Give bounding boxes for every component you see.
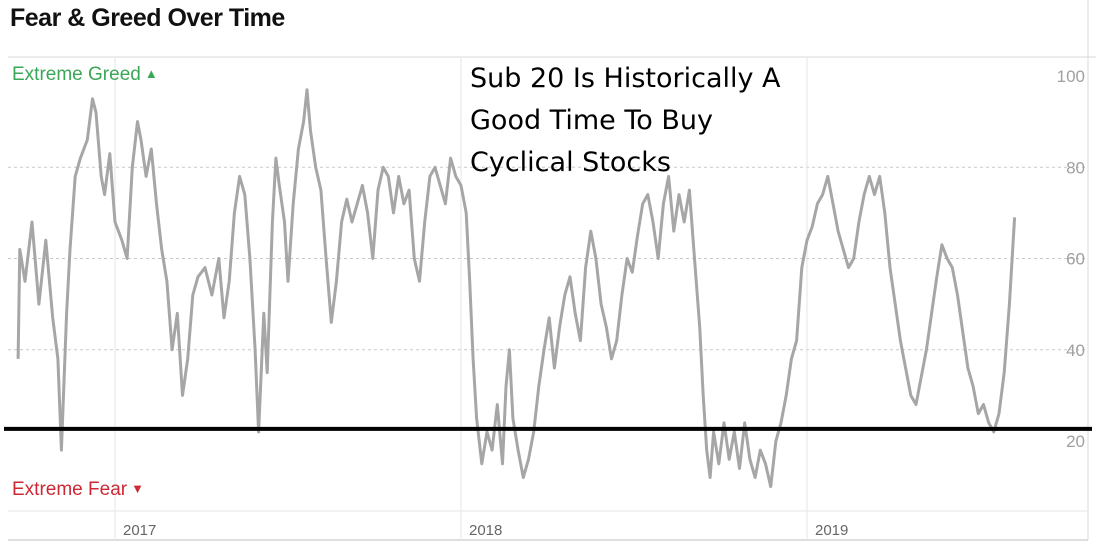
series-group	[16, 88, 1017, 489]
annotation-line-2: Good Time To Buy	[470, 105, 713, 136]
annotation-text: Sub 20 Is Historically A Good Time To Bu…	[470, 58, 830, 184]
annotation-line-1: Sub 20 Is Historically A	[470, 63, 781, 94]
x-gridlines	[114, 57, 808, 540]
series-line-0	[16, 88, 1017, 489]
x-tick-label-2019: 2019	[815, 522, 848, 539]
extreme-fear-label: Extreme Fear ▼	[12, 479, 144, 501]
y-tick-label-80: 80	[1066, 158, 1085, 177]
x-tick-label-2018: 2018	[469, 522, 502, 539]
tick-labels: 20 40 60 80 100 2017 2018 2019	[123, 67, 1085, 539]
triangle-down-icon: ▼	[131, 481, 144, 496]
extreme-fear-text: Extreme Fear	[12, 479, 128, 500]
x-tick-label-2017: 2017	[123, 522, 156, 539]
y-tick-label-40: 40	[1066, 341, 1085, 360]
y-tick-label-20: 20	[1066, 432, 1085, 451]
chart-title: Fear & Greed Over Time	[10, 4, 285, 32]
triangle-up-icon: ▲	[144, 66, 158, 81]
y-tick-label-100: 100	[1057, 67, 1085, 86]
extreme-greed-text: Extreme Greed	[12, 64, 141, 85]
y-tick-label-60: 60	[1066, 250, 1085, 269]
annotation-line-3: Cyclical Stocks	[470, 147, 671, 178]
extreme-greed-label: Extreme Greed ▲	[12, 64, 158, 86]
